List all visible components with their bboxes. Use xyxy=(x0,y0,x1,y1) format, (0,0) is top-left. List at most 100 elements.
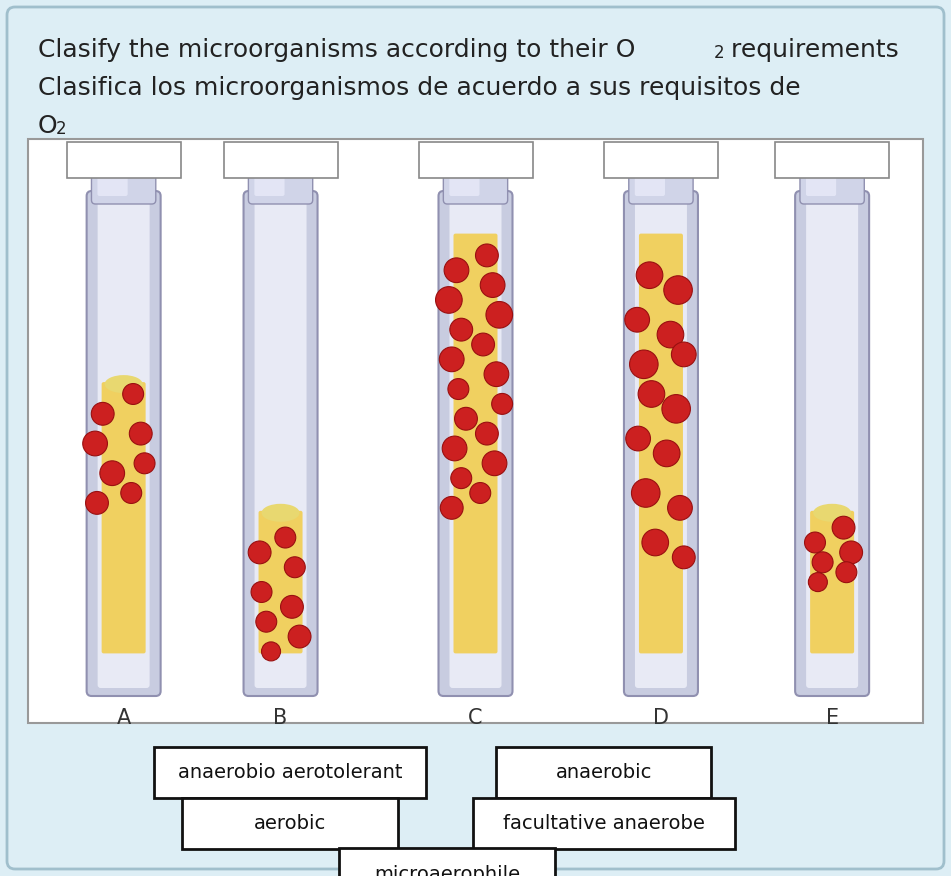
Text: O: O xyxy=(38,114,58,138)
FancyBboxPatch shape xyxy=(223,142,338,178)
FancyBboxPatch shape xyxy=(254,172,284,196)
Text: aerobic: aerobic xyxy=(254,814,326,833)
Circle shape xyxy=(486,301,513,328)
Circle shape xyxy=(480,272,505,298)
FancyBboxPatch shape xyxy=(604,142,718,178)
Text: B: B xyxy=(274,708,287,728)
Text: A: A xyxy=(117,708,130,728)
FancyBboxPatch shape xyxy=(473,798,735,849)
FancyBboxPatch shape xyxy=(28,139,923,723)
Text: anaerobic: anaerobic xyxy=(555,763,652,782)
Circle shape xyxy=(472,333,495,356)
Circle shape xyxy=(832,516,855,539)
Circle shape xyxy=(668,496,692,520)
FancyBboxPatch shape xyxy=(629,164,693,204)
Circle shape xyxy=(100,461,125,485)
Circle shape xyxy=(134,453,155,474)
Circle shape xyxy=(470,483,491,504)
FancyBboxPatch shape xyxy=(255,197,306,688)
FancyBboxPatch shape xyxy=(97,172,127,196)
Circle shape xyxy=(482,451,507,476)
Circle shape xyxy=(451,468,472,489)
FancyBboxPatch shape xyxy=(102,382,146,653)
Ellipse shape xyxy=(262,504,300,522)
FancyBboxPatch shape xyxy=(454,234,497,653)
FancyBboxPatch shape xyxy=(496,747,711,798)
Text: E: E xyxy=(825,708,839,728)
Circle shape xyxy=(636,262,663,288)
Circle shape xyxy=(630,350,658,378)
Circle shape xyxy=(671,342,696,367)
FancyBboxPatch shape xyxy=(91,164,156,204)
FancyBboxPatch shape xyxy=(800,164,864,204)
FancyBboxPatch shape xyxy=(259,511,302,653)
FancyBboxPatch shape xyxy=(7,7,944,869)
Circle shape xyxy=(440,497,463,519)
Text: D: D xyxy=(653,708,669,728)
FancyBboxPatch shape xyxy=(635,197,687,688)
Text: 2: 2 xyxy=(714,44,725,62)
Circle shape xyxy=(631,479,660,507)
Circle shape xyxy=(625,307,650,332)
Circle shape xyxy=(450,318,473,341)
FancyBboxPatch shape xyxy=(154,747,426,798)
Circle shape xyxy=(626,427,650,451)
Circle shape xyxy=(476,244,498,267)
Circle shape xyxy=(840,541,863,564)
FancyBboxPatch shape xyxy=(795,191,869,696)
Circle shape xyxy=(836,562,857,583)
Circle shape xyxy=(444,258,469,283)
Circle shape xyxy=(251,582,272,603)
FancyBboxPatch shape xyxy=(450,197,501,688)
Circle shape xyxy=(808,573,827,591)
FancyBboxPatch shape xyxy=(443,164,508,204)
Circle shape xyxy=(642,529,669,555)
FancyBboxPatch shape xyxy=(805,172,836,196)
Circle shape xyxy=(86,491,108,514)
Text: requirements: requirements xyxy=(723,38,899,62)
FancyBboxPatch shape xyxy=(340,849,554,876)
FancyBboxPatch shape xyxy=(183,798,398,849)
FancyBboxPatch shape xyxy=(248,164,313,204)
Circle shape xyxy=(812,552,833,573)
Circle shape xyxy=(638,381,665,407)
FancyBboxPatch shape xyxy=(438,191,513,696)
FancyBboxPatch shape xyxy=(243,191,318,696)
Circle shape xyxy=(442,436,467,461)
Text: Clasify the microorganisms according to their O: Clasify the microorganisms according to … xyxy=(38,38,635,62)
FancyBboxPatch shape xyxy=(418,142,533,178)
Circle shape xyxy=(83,431,107,456)
FancyBboxPatch shape xyxy=(775,142,889,178)
Text: anaerobio aerotolerant: anaerobio aerotolerant xyxy=(178,763,402,782)
Circle shape xyxy=(657,321,684,348)
Circle shape xyxy=(91,402,114,425)
FancyBboxPatch shape xyxy=(639,234,683,653)
Circle shape xyxy=(288,625,311,648)
FancyBboxPatch shape xyxy=(98,197,149,688)
Ellipse shape xyxy=(105,375,143,393)
FancyBboxPatch shape xyxy=(67,142,181,178)
Text: microaerophile: microaerophile xyxy=(374,865,520,876)
Circle shape xyxy=(262,642,281,661)
Circle shape xyxy=(653,440,680,467)
Circle shape xyxy=(123,384,144,405)
Circle shape xyxy=(436,286,462,314)
Text: 2: 2 xyxy=(56,120,67,138)
Circle shape xyxy=(484,362,509,386)
FancyBboxPatch shape xyxy=(806,197,858,688)
FancyBboxPatch shape xyxy=(810,511,854,653)
Circle shape xyxy=(664,276,692,304)
Circle shape xyxy=(448,378,469,399)
Circle shape xyxy=(439,347,464,371)
Circle shape xyxy=(455,407,477,430)
Circle shape xyxy=(121,483,142,504)
Text: facultative anaerobe: facultative anaerobe xyxy=(503,814,705,833)
FancyBboxPatch shape xyxy=(87,191,161,696)
Circle shape xyxy=(284,557,305,577)
Text: Clasifica los microorganismos de acuerdo a sus requisitos de: Clasifica los microorganismos de acuerdo… xyxy=(38,76,801,100)
Circle shape xyxy=(476,422,498,445)
Circle shape xyxy=(248,541,271,564)
FancyBboxPatch shape xyxy=(634,172,665,196)
FancyBboxPatch shape xyxy=(449,172,479,196)
Circle shape xyxy=(662,394,690,423)
